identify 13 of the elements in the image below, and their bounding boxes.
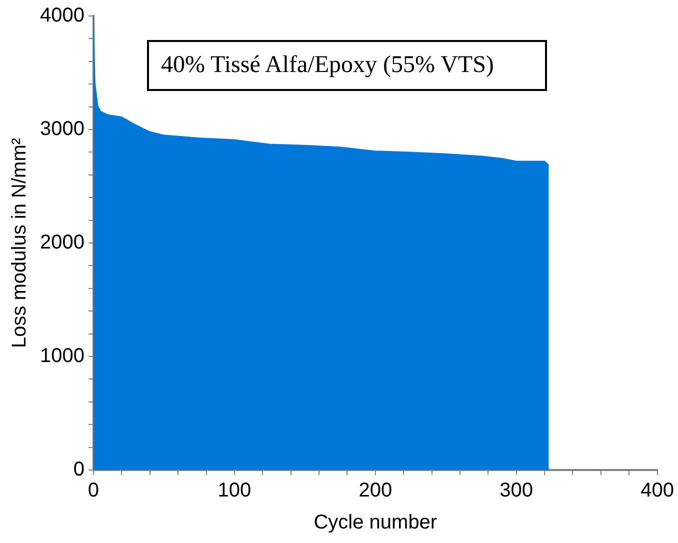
y-axis-title: Loss modulus in N/mm² [8, 138, 31, 348]
x-tick-label: 300 [500, 480, 534, 502]
y-tick-label: 0 [73, 458, 84, 481]
annotation: 40% Tissé Alfa/Epoxy (55% VTS) [147, 40, 547, 91]
x-tick-label: 0 [88, 480, 100, 502]
x-axis-title: Cycle number [314, 512, 438, 534]
x-tick-label: 200 [358, 480, 392, 502]
x-tick-label: 100 [218, 480, 252, 502]
y-tick-label: 3000 [40, 118, 84, 140]
y-tick-label: 4000 [40, 4, 84, 27]
x-tick-label: 400 [640, 480, 674, 502]
y-tick-label: 1000 [40, 345, 84, 368]
y-tick-label: 2000 [40, 232, 84, 254]
